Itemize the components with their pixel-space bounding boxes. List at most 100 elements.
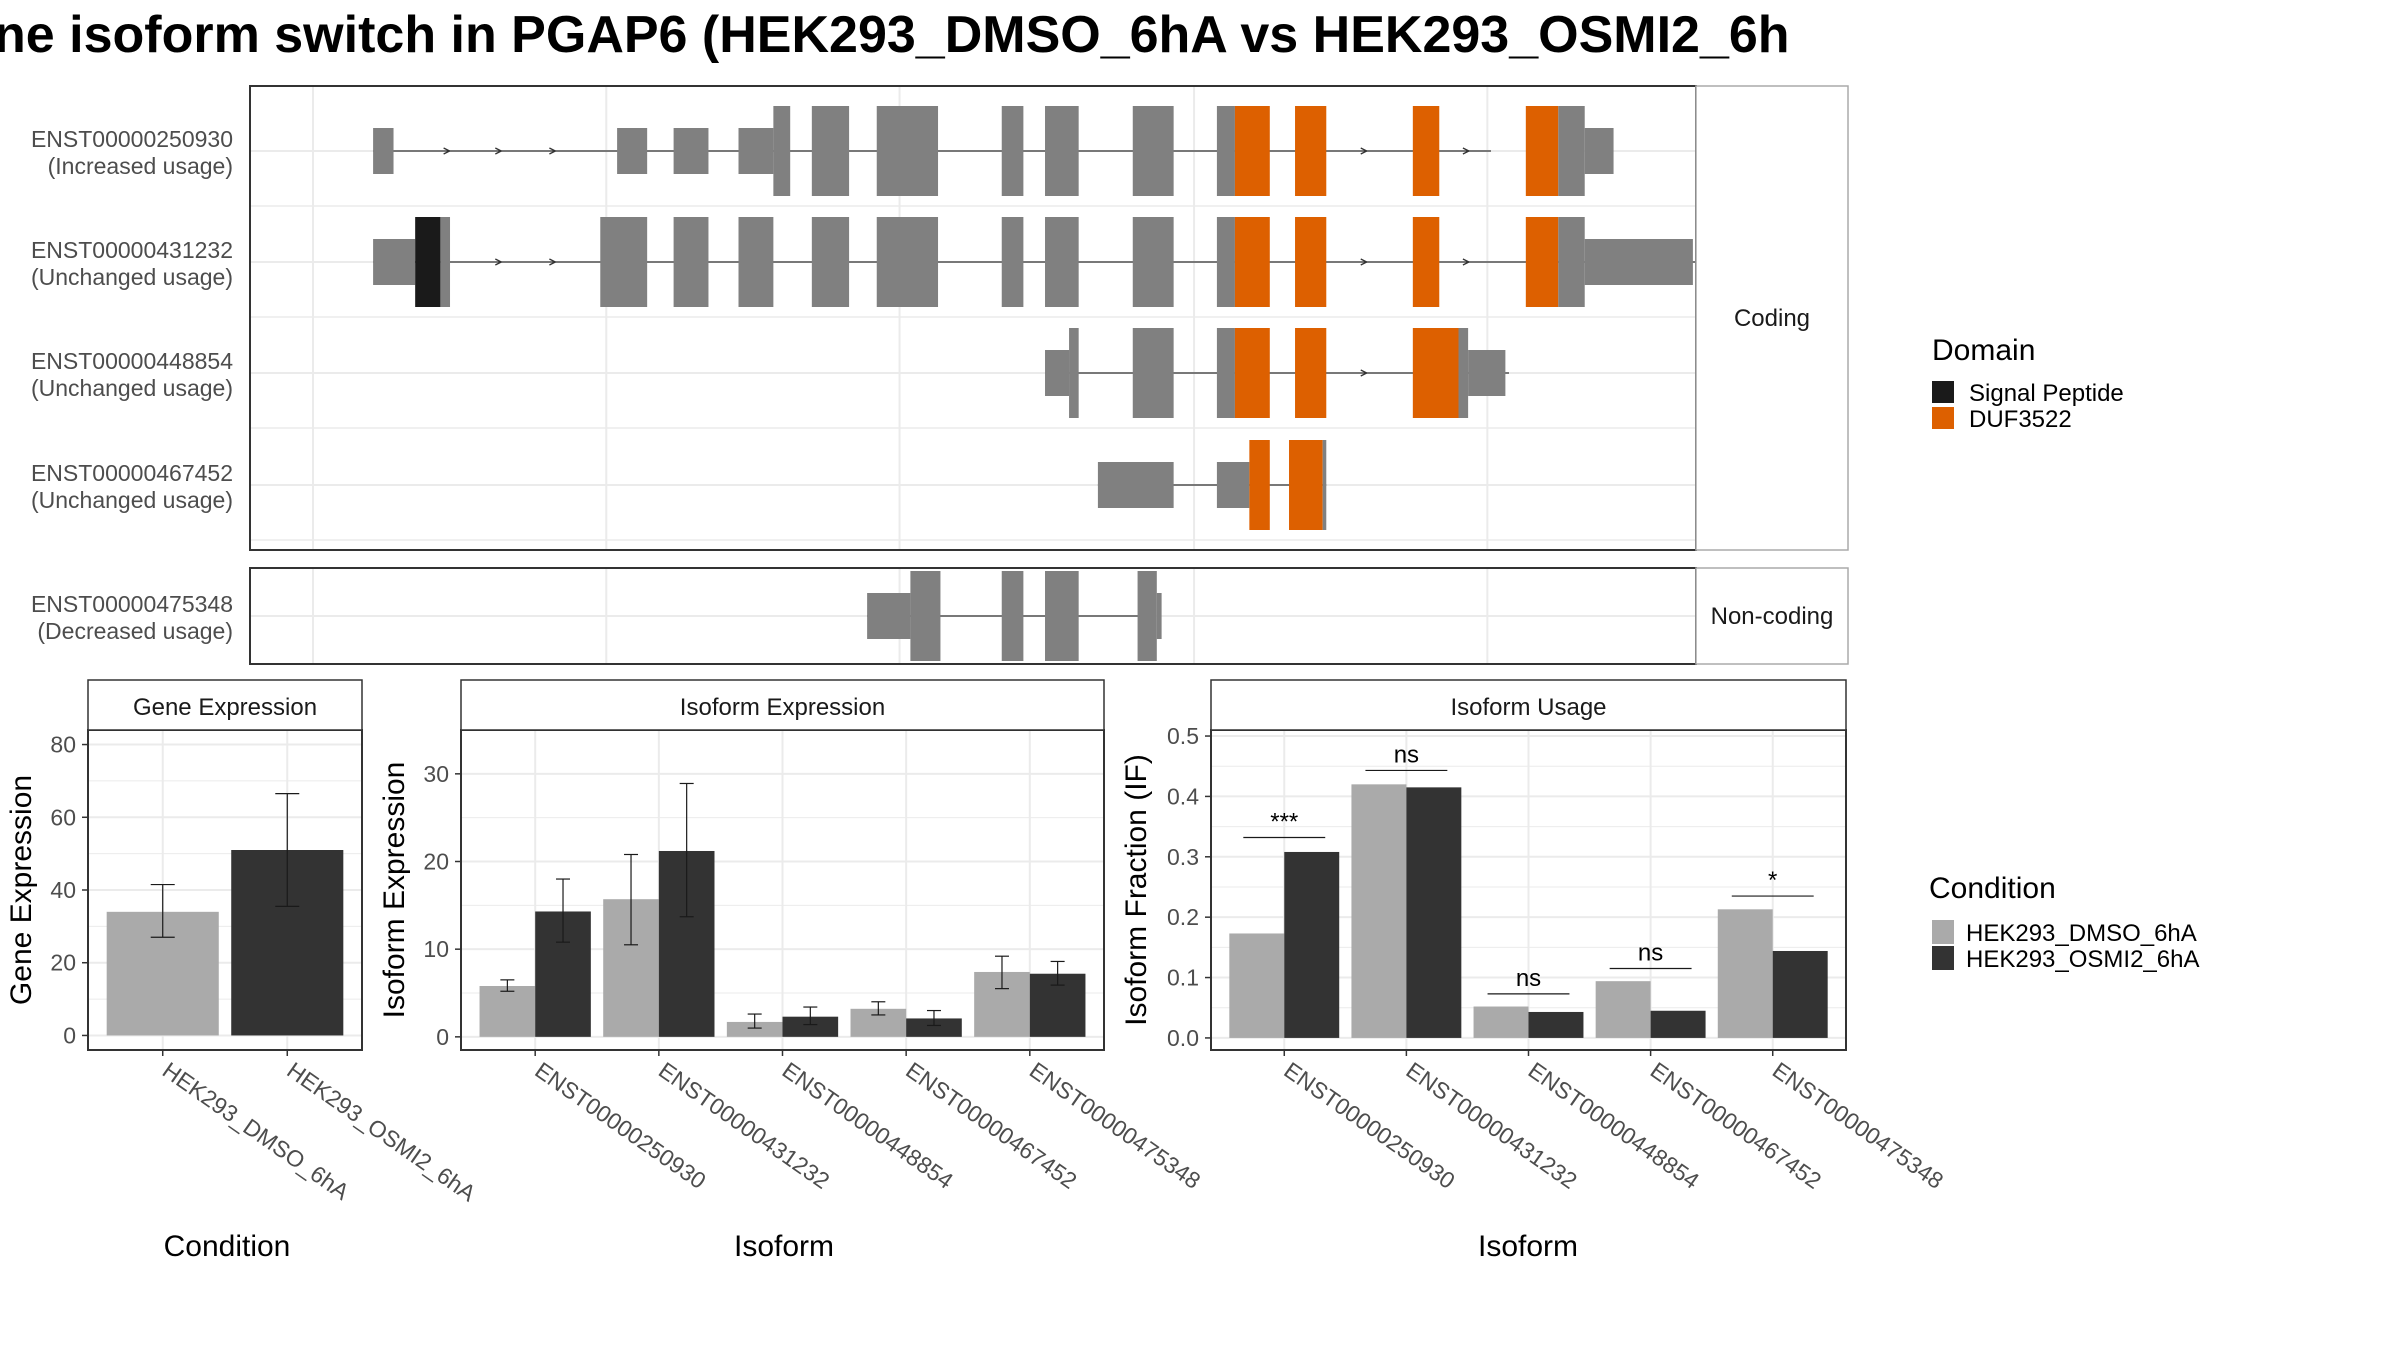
x-axis-label: Condition [164,1230,291,1263]
exon [738,128,774,174]
transcript-ENST00000475348: ENST00000475348(Decreased usage) [31,571,1162,661]
condition-legend-title: Condition [1929,872,2056,905]
y-tick-label: 0.1 [1167,965,1199,991]
exon [1045,571,1079,661]
exon [1216,462,1250,508]
exon [773,106,791,196]
duf3522-domain [1525,106,1559,196]
exon [1069,328,1079,418]
bar-osmi2 [1406,787,1462,1038]
osmi2-label: HEK293_OSMI2_6hA [1966,946,2199,973]
signal-peptide-swatch [1932,381,1954,403]
dmso-swatch [1932,920,1954,944]
signal-peptide-label: Signal Peptide [1969,380,2124,407]
exon [1132,217,1174,307]
significance-label: * [1768,867,1777,894]
bar-chart-panels: Gene Expression020406080HEK293_DMSO_6hAH… [5,679,1948,1263]
bar-osmi2 [1772,950,1828,1038]
bar-osmi2 [906,1018,962,1037]
y-tick-label: 0 [63,1022,76,1048]
exon [1045,106,1079,196]
bar-osmi2 [1650,1010,1706,1038]
exon [1001,106,1024,196]
bar-osmi2 [1528,1011,1584,1038]
significance-label: ns [1638,939,1663,966]
transcript-ENST00000467452: ENST00000467452(Unchanged usage) [31,440,1327,530]
x-axis-label: Isoform [734,1230,834,1263]
y-axis-label: Isoform Expression [378,762,411,1019]
noncoding-strip-label: Non-coding [1711,603,1834,630]
y-axis-label: Gene Expression [5,775,38,1005]
transcript-usage-label: (Unchanged usage) [31,264,233,290]
exon [811,217,850,307]
duf3522-domain [1234,328,1270,418]
exon [1216,328,1235,418]
strand-arrow [549,147,557,155]
exon [1097,462,1174,508]
exon [1468,350,1506,396]
exon [1322,440,1327,530]
y-tick-label: 0.3 [1167,844,1199,870]
bar-dmso [479,986,536,1037]
condition-legend: Condition HEK293_DMSO_6hA HEK293_OSMI2_6… [1929,872,2199,973]
exon [440,217,451,307]
duf3522-domain [1249,440,1270,530]
exon [373,239,416,285]
duf3522-domain [1289,440,1323,530]
facet-strip-label: Isoform Usage [1450,694,1606,721]
strand-arrow [1360,258,1369,266]
y-tick-label: 0 [436,1024,449,1050]
exon [1001,217,1024,307]
exon [617,128,648,174]
bar-osmi2 [782,1016,839,1037]
facet-strip [87,679,363,731]
y-tick-label: 80 [50,732,76,758]
exon [876,106,939,196]
significance-label: ns [1516,965,1541,992]
transcript-id-label: ENST00000467452 [31,460,233,486]
facet-strip [460,679,1105,731]
exon [1584,128,1614,174]
exon [1458,328,1469,418]
significance-label: ns [1394,741,1419,768]
transcript-usage-label: (Unchanged usage) [31,487,233,513]
transcript-usage-label: (Decreased usage) [37,618,233,644]
transcript-id-label: ENST00000250930 [31,126,233,152]
duf3522-domain [1295,217,1327,307]
exon [1132,106,1174,196]
exon [910,571,941,661]
domain-legend: Domain Signal Peptide DUF3522 [1932,334,2124,433]
exon [1045,350,1070,396]
figure-title: ne isoform switch in PGAP6 (HEK293_DMSO_… [0,6,1790,64]
noncoding-strip [1695,567,1849,665]
duf3522-domain [1295,106,1327,196]
y-tick-label: 0.4 [1167,783,1199,809]
duf3522-swatch [1932,407,1954,429]
exon [738,217,774,307]
y-tick-label: 60 [50,804,76,830]
duf3522-domain [1295,328,1327,418]
duf3522-domain [1412,217,1440,307]
coding-strip-label: Coding [1734,305,1810,332]
bar-dmso [1717,909,1773,1038]
bar-panel-isoform-expression: Isoform Expression0102030ENST00000250930… [378,679,1205,1263]
domain-legend-title: Domain [1932,334,2035,367]
duf3522-domain [1234,217,1270,307]
exon [876,217,939,307]
exon [1558,217,1585,307]
strand-arrow [1462,147,1471,155]
exon [1584,239,1693,285]
bar-dmso [1473,1006,1529,1038]
duf3522-label: DUF3522 [1969,406,2072,433]
exon [1156,593,1162,639]
duf3522-domain [1234,106,1270,196]
duf3522-domain [1412,328,1459,418]
x-axis-label: Isoform [1478,1230,1578,1263]
coding-strip [1695,85,1849,551]
exon [1132,328,1174,418]
exon [1216,106,1235,196]
facet-strip [1210,679,1847,731]
bar-panel-isoform-usage: *** ns ns ns * Isoform Usage 0.0 0.1 0.2 0.3 0.4 0.… [1120,679,1948,1263]
duf3522-domain [1525,217,1559,307]
